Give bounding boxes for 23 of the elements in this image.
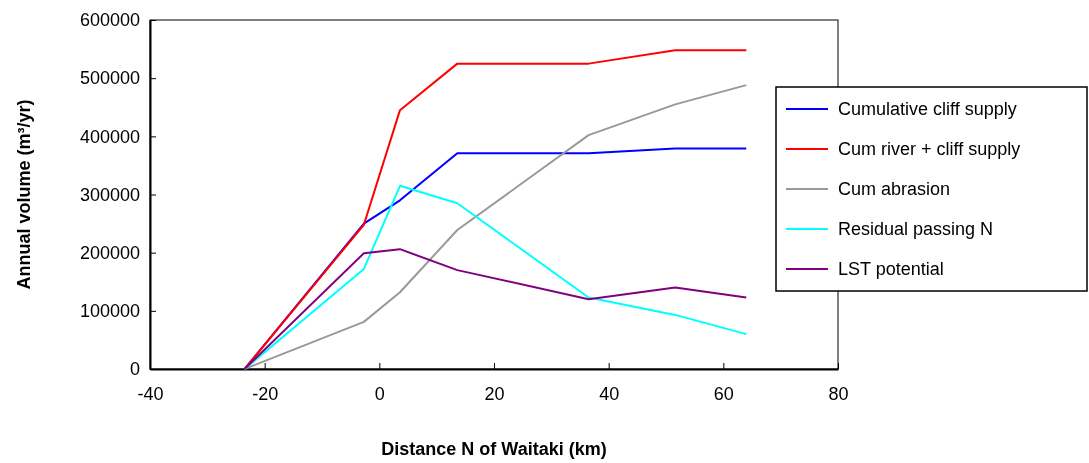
y-tick-label: 0 [129, 359, 140, 380]
x-tick-label: -40 [137, 383, 164, 404]
x-tick-label: 80 [828, 383, 849, 404]
y-tick-label: 600000 [79, 10, 140, 31]
y-tick-label: 300000 [79, 184, 140, 205]
legend-label: LST potential [838, 259, 944, 279]
legend-label: Cumulative cliff supply [838, 99, 1017, 119]
x-tick-label: -20 [252, 383, 279, 404]
y-axis-title: Annual volume (m³/yr) [14, 99, 34, 290]
legend-label: Residual passing N [838, 219, 994, 239]
y-tick-label: 500000 [79, 68, 140, 89]
x-tick-label: 40 [599, 383, 620, 404]
x-axis-title: Distance N of Waitaki (km) [381, 439, 607, 459]
y-tick-label: 400000 [79, 126, 140, 147]
x-tick-label: 0 [374, 383, 385, 404]
legend-label: Cum river + cliff supply [838, 139, 1021, 159]
line-series [243, 248, 748, 370]
y-tick-label: 200000 [79, 242, 140, 263]
legend-label: Cum abrasion [838, 179, 951, 199]
x-tick-label: 20 [484, 383, 505, 404]
x-tick-label: 60 [713, 383, 734, 404]
line-series [243, 184, 748, 370]
y-tick-label: 100000 [79, 301, 140, 322]
